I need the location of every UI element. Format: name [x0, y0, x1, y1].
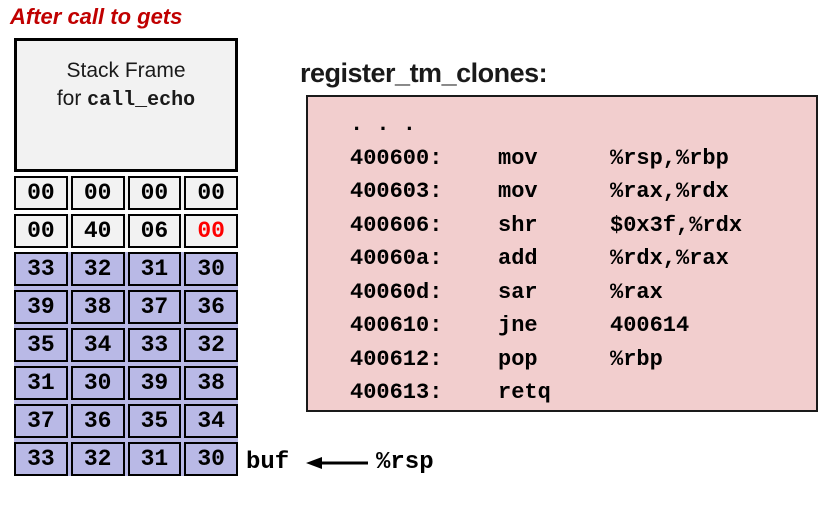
code-line: 400600: mov %rsp,%rbp	[350, 142, 816, 176]
byte-cell: 00	[14, 176, 68, 210]
byte-cell: 35	[127, 404, 182, 438]
byte-cell: 30	[70, 366, 125, 400]
code-address: 400600:	[350, 145, 443, 171]
byte-cell: 00	[184, 176, 238, 210]
code-address: 400610:	[350, 313, 443, 338]
code-address: . . .	[350, 112, 417, 137]
byte-cell: 34	[184, 404, 238, 438]
byte-cell: 40	[70, 214, 125, 248]
code-address: 400603:	[350, 179, 443, 204]
code-operands	[610, 376, 816, 410]
byte-cell: 31	[127, 442, 182, 476]
stack-frame-label-line2: for call_echo	[17, 85, 235, 115]
code-mnemonic: mov	[498, 145, 538, 171]
code-operands: %rax	[610, 279, 663, 305]
byte-cell: 38	[70, 290, 125, 324]
code-mnemonic: mov	[498, 179, 538, 204]
code-mnemonic: jne	[498, 313, 538, 338]
code-line: 400613: retq	[350, 376, 816, 410]
code-mnemonic: sar	[498, 279, 538, 305]
byte-cell: 38	[184, 366, 238, 400]
code-address: 400612:	[350, 346, 443, 372]
code-line: 40060a: add %rdx,%rax	[350, 242, 816, 276]
buffer-row: 33 32 31 30	[14, 252, 238, 286]
byte-cell: 37	[127, 290, 182, 324]
code-operands: %rbp	[610, 346, 663, 372]
byte-cell: 33	[127, 328, 182, 362]
byte-cell: 39	[127, 366, 182, 400]
byte-cell: 00	[127, 176, 182, 210]
code-mnemonic: shr	[498, 212, 538, 238]
byte-cell: 32	[70, 442, 125, 476]
asm-function-title: register_tm_clones:	[300, 58, 548, 88]
code-line: 400612: pop %rbp	[350, 343, 816, 377]
code-line: 400603: mov %rax,%rdx	[350, 175, 816, 209]
byte-cell: 36	[184, 290, 238, 324]
code-line: . . .	[350, 108, 816, 142]
byte-cell: 37	[14, 404, 68, 438]
byte-cell: 30	[184, 442, 238, 476]
code-line: 400610: jne 400614	[350, 309, 816, 343]
buffer-row: 31 30 39 38	[14, 366, 238, 400]
buffer-rows: 33 32 31 30 39 38 37 36 35 34 33 32 31 30 39 38 37 36 35 34…	[14, 252, 238, 476]
code-address: 40060a:	[350, 246, 443, 271]
stack-frame-box: Stack Frame for call_echo	[14, 38, 238, 172]
byte-cell: 31	[14, 366, 68, 400]
code-mnemonic: retq	[498, 380, 551, 405]
byte-cell: 00	[184, 214, 238, 248]
code-address: 400606:	[350, 212, 443, 238]
byte-cell: 33	[14, 252, 68, 286]
byte-cell: 39	[14, 290, 68, 324]
byte-cell: 06	[127, 214, 182, 248]
buffer-row: 35 34 33 32	[14, 328, 238, 362]
code-line: 40060d: sar %rax	[350, 276, 816, 310]
code-mnemonic: add	[498, 246, 538, 271]
byte-cell: 35	[14, 328, 68, 362]
byte-cell: 00	[70, 176, 125, 210]
code-mnemonic: pop	[498, 346, 538, 372]
byte-cell: 32	[70, 252, 125, 286]
byte-cell: 36	[70, 404, 125, 438]
disassembly-box: . . . 400600: mov %rsp,%rbp 400603: mov %rax,%…	[306, 95, 818, 412]
byte-cell: 32	[184, 328, 238, 362]
code-operands: $0x3f,%rdx	[610, 212, 743, 238]
buffer-row: 39 38 37 36	[14, 290, 238, 324]
byte-cell: 33	[14, 442, 68, 476]
stack-frame-label-prefix: for	[56, 87, 88, 110]
rsp-register-label: %rsp	[376, 449, 434, 476]
code-operands: %rdx,%rax	[610, 246, 729, 271]
rsp-arrow-icon	[306, 457, 368, 469]
code-address: 40060d:	[350, 279, 443, 305]
stack-frame-function-name: call_echo	[87, 89, 196, 112]
code-mnemonic	[498, 108, 610, 142]
buf-label: buf	[246, 449, 290, 476]
code-line: 400606: shr $0x3f,%rdx	[350, 209, 816, 243]
code-operands: 400614	[610, 313, 690, 338]
stack-row-return-addr-low: 00 40 06 00	[14, 214, 238, 248]
byte-cell: 31	[127, 252, 182, 286]
code-operands	[610, 108, 816, 142]
byte-cell: 00	[14, 214, 68, 248]
stack-row-return-addr-high: 00 00 00 00	[14, 176, 238, 210]
buffer-row: 33 32 31 30	[14, 442, 238, 476]
code-operands: %rax,%rdx	[610, 179, 729, 204]
page-title: After call to gets	[10, 4, 183, 29]
buffer-row: 37 36 35 34	[14, 404, 238, 438]
code-operands: %rsp,%rbp	[610, 145, 729, 171]
byte-cell: 30	[184, 252, 238, 286]
byte-cell: 34	[70, 328, 125, 362]
stack-frame-label-line1: Stack Frame	[66, 59, 186, 82]
code-address: 400613:	[350, 380, 443, 405]
